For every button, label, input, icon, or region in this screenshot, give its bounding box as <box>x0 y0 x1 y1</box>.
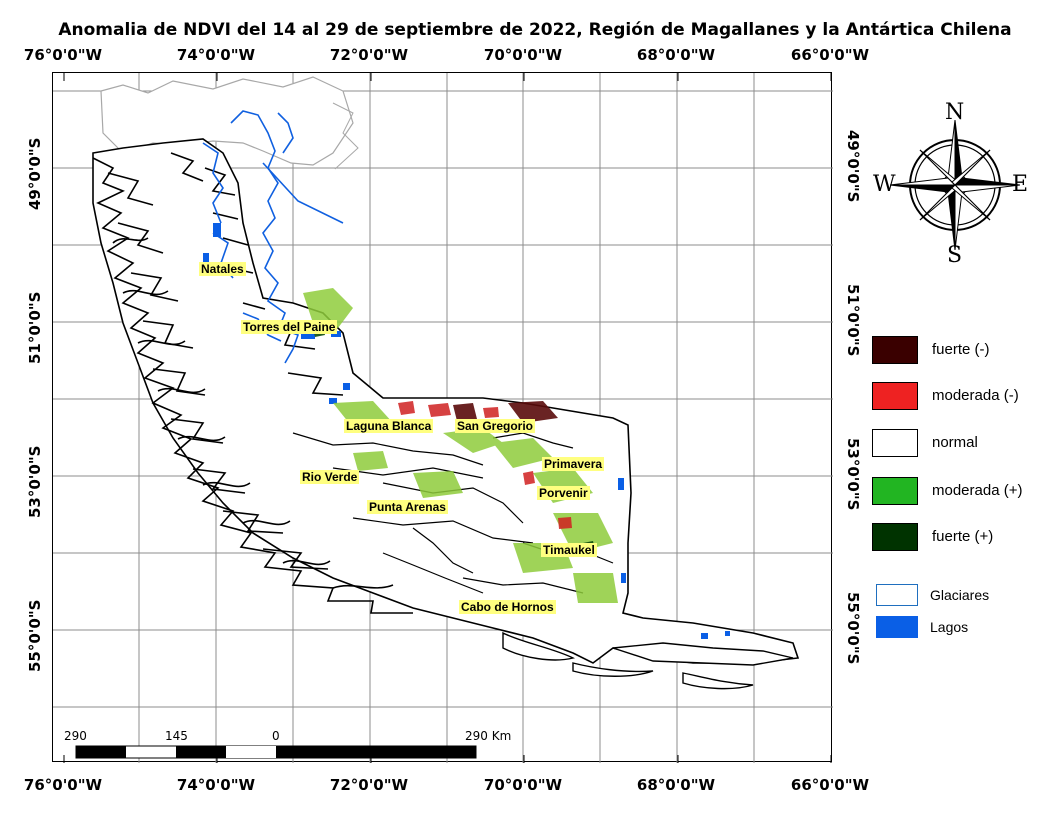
legend-swatch <box>872 382 918 410</box>
lat-label-left-51: 51°0'0"S <box>26 291 44 364</box>
place-label-punta-arenas: Punta Arenas <box>367 500 448 514</box>
compass-n: N <box>945 100 965 125</box>
compass-s: S <box>947 243 963 268</box>
lat-label-left-49: 49°0'0"S <box>26 137 44 210</box>
lon-label-bottom-68: 68°0'0"W <box>636 776 716 794</box>
lon-label-bottom-76: 76°0'0"W <box>23 776 103 794</box>
legend-label: Lagos <box>930 619 969 635</box>
place-label-san-gregorio: San Gregorio <box>455 419 536 433</box>
lon-label-bottom-66: 66°0'0"W <box>790 776 870 794</box>
place-label-cabo-de-hornos: Cabo de Hornos <box>459 600 556 614</box>
legend-swatch <box>876 616 918 638</box>
place-label-timaukel: Timaukel <box>541 543 597 557</box>
legend-label: moderada (+) <box>932 482 1023 499</box>
region-land <box>92 138 800 664</box>
channels <box>292 432 614 594</box>
lat-label-right-55: 55°0'0"S <box>844 592 862 665</box>
compass-e: E <box>1012 172 1029 197</box>
place-label-laguna-blanca: Laguna Blanca <box>344 419 434 433</box>
legend-swatch <box>876 584 918 606</box>
lon-label-top-70: 70°0'0"W <box>483 46 563 64</box>
legend-label: normal <box>932 434 978 451</box>
lat-label-left-53: 53°0'0"S <box>26 445 44 518</box>
lon-label-top-74: 74°0'0"W <box>176 46 256 64</box>
legend-label: moderada (-) <box>932 387 1019 404</box>
lakes <box>203 223 730 639</box>
lon-label-top-72: 72°0'0"W <box>329 46 409 64</box>
lon-label-bottom-72: 72°0'0"W <box>329 776 409 794</box>
southern-islands <box>502 631 794 690</box>
lon-label-top-66: 66°0'0"W <box>790 46 870 64</box>
compass-rose <box>889 100 1021 270</box>
lon-label-bottom-74: 74°0'0"W <box>176 776 256 794</box>
scale-label-145: 145 <box>165 729 188 743</box>
lat-label-left-55: 55°0'0"S <box>26 599 44 672</box>
legend-label: Glaciares <box>930 587 990 603</box>
ndvi-fuerte-neg <box>453 401 558 423</box>
map-title: Anomalia de NDVI del 14 al 29 de septiem… <box>58 20 1012 40</box>
place-label-rio-verde: Rio Verde <box>300 470 360 484</box>
map-canvas <box>53 73 833 763</box>
archipelago <box>92 152 413 614</box>
lat-label-right-51: 51°0'0"S <box>844 284 862 357</box>
place-label-torres-del-paine: Torres del Paine <box>241 320 338 334</box>
lon-label-bottom-70: 70°0'0"W <box>483 776 563 794</box>
legend-swatch <box>872 429 918 457</box>
map-frame <box>52 72 833 763</box>
legend-label: fuerte (+) <box>932 528 994 545</box>
place-label-primavera: Primavera <box>542 457 605 471</box>
scale-label-0: 0 <box>272 729 280 743</box>
legend-swatch <box>872 477 918 505</box>
legend-swatch <box>872 336 918 364</box>
place-label-natales: Natales <box>199 262 246 276</box>
lon-label-top-68: 68°0'0"W <box>636 46 716 64</box>
legend-label: fuerte (-) <box>932 341 990 358</box>
lat-label-right-49: 49°0'0"S <box>844 130 862 203</box>
legend-swatch <box>872 523 918 551</box>
lon-label-top-76: 76°0'0"W <box>23 46 103 64</box>
compass-w: W <box>873 172 896 197</box>
ndvi-moderada-neg <box>398 401 572 529</box>
scale-label-290-left: 290 <box>64 729 87 743</box>
compass-icon <box>889 119 1021 251</box>
lat-label-right-53: 53°0'0"S <box>844 438 862 511</box>
scale-bar <box>75 745 477 759</box>
scale-label-290-km: 290 Km <box>465 729 512 743</box>
place-label-porvenir: Porvenir <box>537 486 590 500</box>
